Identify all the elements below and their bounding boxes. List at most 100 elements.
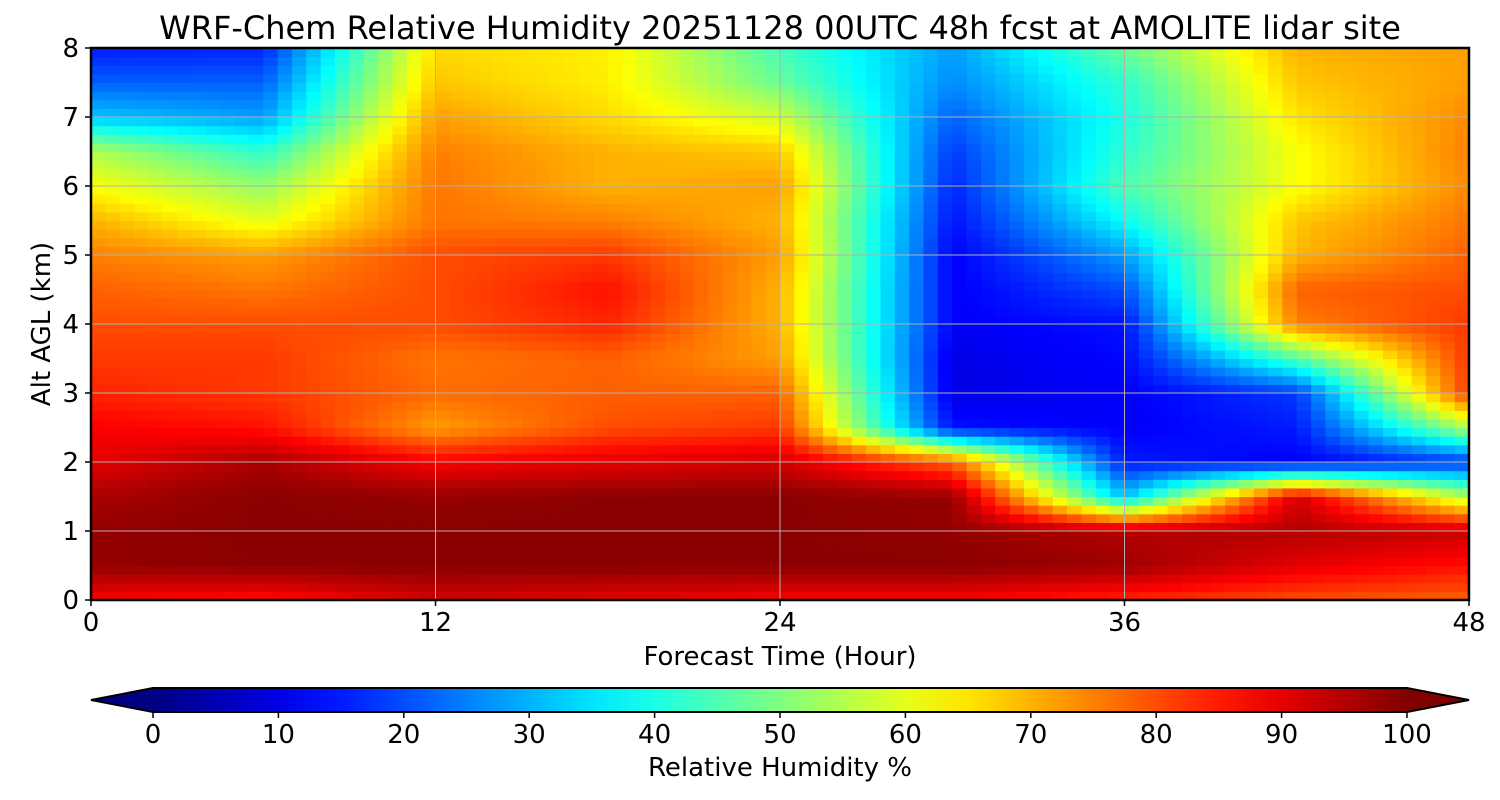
heatmap-cell xyxy=(564,237,580,247)
heatmap-cell xyxy=(708,168,724,178)
heatmap-cell xyxy=(923,410,939,420)
heatmap-cell xyxy=(894,160,910,170)
heatmap-cell xyxy=(521,229,537,239)
heatmap-cell xyxy=(636,298,652,308)
heatmap-cell xyxy=(937,531,953,541)
heatmap-cell xyxy=(866,487,882,498)
heatmap-cell xyxy=(507,505,523,515)
heatmap-cell xyxy=(492,470,508,480)
heatmap-cell xyxy=(248,462,264,472)
heatmap-cell xyxy=(1024,160,1039,170)
heatmap-cell xyxy=(1411,418,1427,429)
heatmap-cell xyxy=(622,324,638,334)
heatmap-cell xyxy=(1081,375,1097,385)
heatmap-cell xyxy=(1397,565,1413,575)
heatmap-cell xyxy=(722,375,738,385)
heatmap-cell xyxy=(464,496,480,506)
heatmap-cell xyxy=(234,444,250,454)
heatmap-cell xyxy=(952,410,968,420)
heatmap-cell xyxy=(550,410,566,420)
heatmap-cell xyxy=(1382,306,1398,316)
heatmap-cell xyxy=(794,427,810,437)
heatmap-cell xyxy=(1124,375,1140,385)
heatmap-cell xyxy=(636,444,652,454)
heatmap-cell xyxy=(1181,470,1197,480)
heatmap-cell xyxy=(550,203,566,213)
heatmap-cell xyxy=(521,582,537,592)
heatmap-cell xyxy=(1368,211,1384,222)
heatmap-cell xyxy=(1268,444,1283,454)
heatmap-cell xyxy=(1325,160,1341,170)
heatmap-cell xyxy=(636,263,652,273)
heatmap-cell xyxy=(880,272,896,282)
heatmap-cell xyxy=(1181,263,1197,273)
heatmap-cell xyxy=(837,177,853,187)
heatmap-cell xyxy=(866,177,882,187)
heatmap-cell xyxy=(665,375,681,385)
heatmap-cell xyxy=(1239,574,1255,584)
heatmap-cell xyxy=(564,556,580,567)
heatmap-cell xyxy=(650,211,666,222)
heatmap-cell xyxy=(1095,194,1111,204)
heatmap-cell xyxy=(722,229,738,239)
heatmap-cell xyxy=(507,315,523,325)
heatmap-cell xyxy=(492,186,508,196)
heatmap-cell xyxy=(162,358,178,368)
heatmap-cell xyxy=(693,367,709,377)
heatmap-cell xyxy=(837,168,853,178)
heatmap-cell xyxy=(1296,427,1312,437)
heatmap-cell xyxy=(1224,410,1240,420)
heatmap-cell xyxy=(937,479,953,489)
heatmap-cell xyxy=(148,263,164,273)
heatmap-cell xyxy=(162,556,178,567)
heatmap-cell xyxy=(995,237,1011,247)
heatmap-cell xyxy=(722,556,738,567)
heatmap-cell xyxy=(478,358,494,368)
heatmap-cell xyxy=(1325,470,1341,480)
heatmap-cell xyxy=(507,427,523,437)
heatmap-cell xyxy=(234,177,250,187)
heatmap-cell xyxy=(579,324,594,334)
heatmap-cell xyxy=(966,315,982,325)
heatmap-cell xyxy=(378,211,394,222)
heatmap-cell xyxy=(937,289,953,299)
heatmap-cell xyxy=(349,384,365,394)
heatmap-cell xyxy=(148,401,164,411)
heatmap-cell xyxy=(421,565,437,575)
heatmap-cell xyxy=(894,186,910,196)
heatmap-cell xyxy=(708,220,724,230)
heatmap-cell xyxy=(751,229,767,239)
heatmap-cell xyxy=(1440,229,1456,239)
heatmap-cell xyxy=(708,418,724,429)
heatmap-cell xyxy=(765,522,781,532)
heatmap-cell xyxy=(263,280,279,291)
heatmap-cell xyxy=(823,582,839,592)
heatmap-cell xyxy=(780,393,795,403)
heatmap-cell xyxy=(995,462,1011,472)
heatmap-cell xyxy=(851,194,867,204)
heatmap-cell xyxy=(894,470,910,480)
heatmap-cell xyxy=(1354,367,1370,377)
heatmap-cell xyxy=(880,151,896,161)
heatmap-cell xyxy=(1282,375,1298,385)
heatmap-cell xyxy=(1181,444,1197,454)
heatmap-cell xyxy=(507,410,523,420)
heatmap-cell xyxy=(937,582,953,592)
heatmap-cell xyxy=(464,427,480,437)
heatmap-cell xyxy=(535,177,551,187)
heatmap-cell xyxy=(421,160,437,170)
heatmap-cell xyxy=(1095,436,1111,446)
heatmap-cell xyxy=(248,211,264,222)
heatmap-cell xyxy=(177,255,193,265)
heatmap-cell xyxy=(722,332,738,342)
heatmap-cell xyxy=(1081,341,1097,351)
heatmap-cell xyxy=(248,444,264,454)
heatmap-cell xyxy=(335,177,350,187)
heatmap-cell xyxy=(148,358,164,368)
heatmap-cell xyxy=(191,272,207,282)
heatmap-cell xyxy=(1024,410,1039,420)
heatmap-cell xyxy=(1382,324,1398,334)
heatmap-cell xyxy=(708,410,724,420)
heatmap-cell xyxy=(1325,453,1341,463)
heatmap-cell xyxy=(579,393,594,403)
